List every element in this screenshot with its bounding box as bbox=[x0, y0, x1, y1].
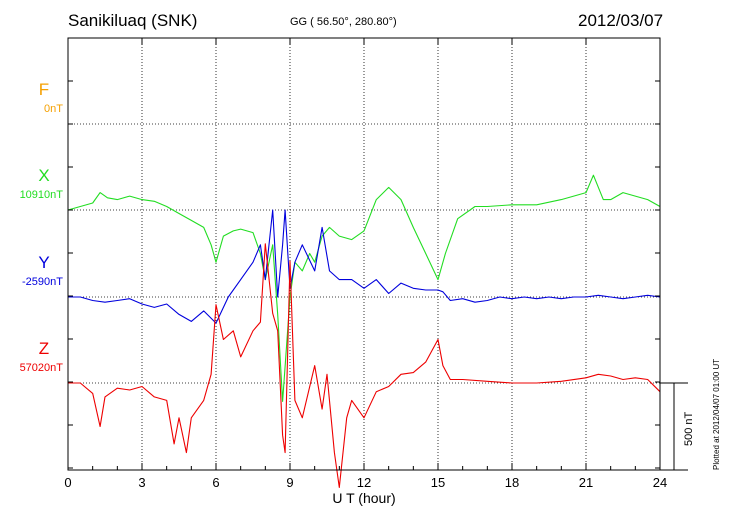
axis-ticks: 0 3 6 9 12 15 18 21 24 bbox=[64, 38, 667, 490]
station-coordinates: GG ( 56.50°, 280.80°) bbox=[290, 16, 397, 28]
series-line-z bbox=[68, 243, 661, 488]
x-axis-label: U T (hour) bbox=[332, 490, 395, 506]
series-baseline-x: 10910nT bbox=[20, 189, 64, 201]
station-title: Sanikiluaq (SNK) bbox=[68, 11, 198, 30]
x-tick-label: 0 bbox=[64, 475, 71, 490]
series-name-x: X bbox=[38, 166, 49, 185]
series-name-z: Z bbox=[39, 339, 49, 358]
series-name-f: F bbox=[39, 80, 49, 99]
x-tick-label: 6 bbox=[212, 475, 219, 490]
series-baseline-f: 0nT bbox=[44, 103, 63, 115]
series-name-y: Y bbox=[38, 253, 49, 272]
series-labels: F 0nT X 10910nT Y -2590nT Z 57020nT bbox=[20, 80, 64, 374]
grid-lines bbox=[68, 38, 660, 470]
x-tick-label: 12 bbox=[357, 475, 371, 490]
x-tick-label: 9 bbox=[286, 475, 293, 490]
x-tick-label: 21 bbox=[579, 475, 593, 490]
series-lines bbox=[67, 174, 661, 488]
series-line-x bbox=[67, 174, 661, 402]
scale-bar-label: 500 nT bbox=[683, 411, 695, 446]
x-tick-label: 15 bbox=[431, 475, 445, 490]
series-line-y bbox=[68, 209, 661, 324]
x-tick-label: 18 bbox=[505, 475, 519, 490]
series-baseline-y: -2590nT bbox=[22, 276, 63, 288]
x-tick-label: 3 bbox=[138, 475, 145, 490]
series-baseline-z: 57020nT bbox=[20, 362, 64, 374]
scale-bar: 500 nT bbox=[660, 382, 695, 471]
plot-date: 2012/03/07 bbox=[578, 11, 664, 30]
plotted-timestamp: Plotted at 2012/04/07 01:00 UT bbox=[712, 358, 721, 470]
x-tick-label: 24 bbox=[653, 475, 667, 490]
